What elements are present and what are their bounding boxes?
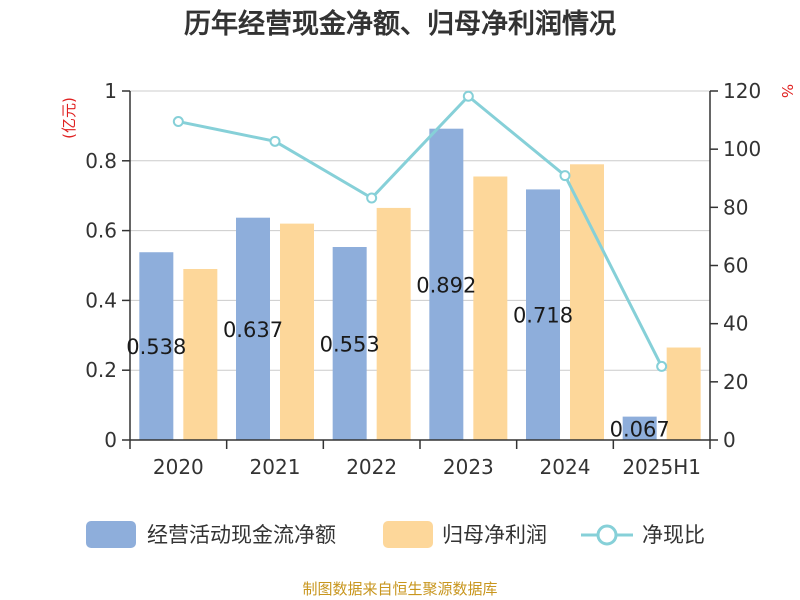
ratio-point (559, 170, 571, 182)
right-tick-label: 100 (723, 137, 761, 161)
right-tick-label: 120 (723, 79, 761, 103)
bar-netprofit (376, 207, 411, 440)
right-tick-label: 20 (723, 370, 748, 394)
x-tick-label: 2021 (250, 455, 301, 479)
bar-netprofit (473, 176, 508, 440)
right-tick-label: 0 (723, 428, 736, 452)
bar-cashflow (526, 189, 560, 440)
bar-value-label: 0.637 (223, 318, 283, 342)
bars (139, 128, 701, 441)
x-axis-ticks: 2020 2021 2022 2023 2024 2025H1 (129, 440, 711, 479)
ratio-point (656, 360, 668, 372)
right-axis-ticks: 0 20 40 60 80 100 120 (710, 79, 761, 452)
bar-value-label: 0.067 (610, 417, 670, 441)
x-tick-label: 2023 (443, 455, 494, 479)
left-tick-label: 0.6 (85, 219, 117, 243)
bar-cashflow (139, 252, 174, 440)
grid-lines (130, 90, 710, 371)
bar-value-labels: 0.538 0.637 0.553 0.892 0.718 0.067 (126, 273, 669, 441)
left-axis-unit: (亿元) (60, 97, 78, 139)
left-tick-label: 1 (104, 79, 117, 103)
left-tick-label: 0.8 (85, 149, 117, 173)
ratio-point (366, 192, 378, 204)
x-tick-label: 2020 (153, 455, 204, 479)
x-tick-label: 2024 (540, 455, 591, 479)
ratio-point (462, 90, 474, 102)
right-tick-label: 80 (723, 195, 748, 219)
legend-swatch-netprofit (383, 521, 433, 548)
right-tick-label: 60 (723, 254, 748, 278)
source-note: 制图数据来自恒生聚源数据库 (302, 580, 497, 598)
right-axis-unit: % (778, 84, 796, 98)
x-tick-label: 2022 (346, 455, 397, 479)
chart-title: 历年经营现金净额、归母净利润情况 (184, 8, 616, 40)
bar-netprofit (666, 347, 701, 440)
bar-netprofit (570, 164, 604, 441)
legend-swatch-cashflow (86, 521, 136, 548)
legend: 经营活动现金流净额 归母净利润 净现比 (86, 521, 705, 548)
x-tick-label: 2025H1 (622, 455, 701, 479)
left-tick-label: 0.4 (85, 288, 117, 312)
legend-label-cashflow: 经营活动现金流净额 (147, 523, 336, 547)
bar-netprofit (280, 223, 314, 440)
ratio-line-path (178, 94, 664, 368)
legend-swatch-ratio-marker (596, 524, 618, 546)
bar-cashflow (429, 128, 464, 440)
bar-cashflow (236, 217, 270, 440)
bar-cashflow (332, 247, 367, 440)
ratio-line (172, 90, 668, 372)
bar-cashflow (622, 416, 657, 440)
legend-label-netprofit: 归母净利润 (442, 523, 547, 547)
bar-value-label: 0.892 (416, 273, 476, 297)
ratio-point (269, 135, 281, 147)
right-tick-label: 40 (723, 312, 748, 336)
bar-value-label: 0.718 (513, 304, 573, 328)
left-tick-label: 0 (104, 428, 117, 452)
bar-value-label: 0.553 (320, 333, 380, 357)
left-tick-label: 0.2 (85, 358, 117, 382)
ratio-point (172, 116, 184, 128)
left-axis-ticks: 0 0.2 0.4 0.6 0.8 1 (85, 79, 130, 452)
bar-netprofit (183, 268, 218, 440)
legend-label-ratio: 净现比 (642, 523, 705, 547)
bar-value-label: 0.538 (126, 335, 186, 359)
